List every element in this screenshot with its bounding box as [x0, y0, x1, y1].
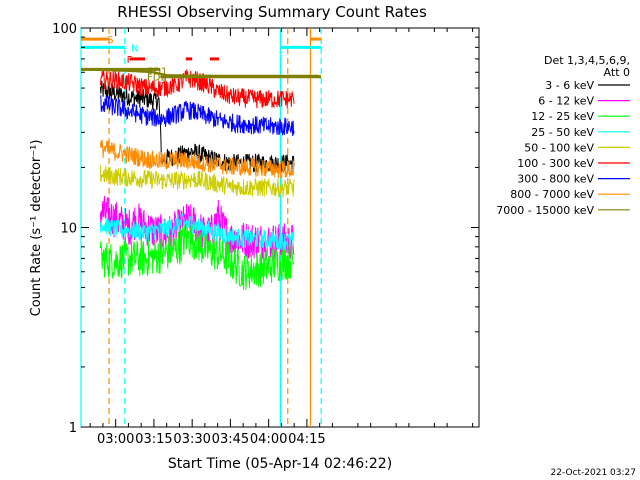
legend-label-12-25-kev: 12 - 25 keV	[531, 110, 594, 123]
legend-label-25-50-kev: 25 - 50 keV	[531, 126, 594, 139]
legend-header-1: Att 0	[604, 66, 630, 79]
legend-label-6-12-kev: 6 - 12 keV	[538, 95, 594, 108]
legend-label-300-800-kev: 300 - 800 keV	[517, 173, 594, 186]
series-100-300-kev	[99, 69, 295, 109]
chart-title: RHESSI Observing Summary Count Rates	[117, 3, 427, 21]
x-axis-label: Start Time (05-Apr-14 02:46:22)	[168, 456, 392, 472]
legend-label-50-100-kev: 50 - 100 keV	[524, 141, 594, 154]
legend-label-100-300-kev: 100 - 300 keV	[517, 157, 594, 170]
bar-label-fd2: FD2	[147, 73, 167, 84]
footer-date: 22-Oct-2021 03:27	[551, 468, 636, 478]
legend: Det 1,3,4,5,6,9,Att 0 3 - 6 keV 6 - 12 keV…	[496, 54, 630, 217]
legend-label-800-7000-kev: 800 - 7000 keV	[510, 188, 594, 201]
y-tick-label-10: 10	[60, 222, 77, 237]
y-tick-label-1: 1	[69, 421, 77, 436]
series-group	[81, 68, 320, 290]
legend-label-7000-15000-kev: 7000 - 15000 keV	[496, 204, 594, 217]
x-tick-label-03-15: 03:15	[135, 432, 172, 447]
bar-label-s: S	[107, 35, 113, 46]
series-50-100-kev	[99, 165, 295, 199]
legend-header-0: Det 1,3,4,5,6,9,	[544, 54, 630, 67]
y-axis-label: Count Rate (s⁻¹ detector⁻¹)	[29, 140, 44, 317]
x-tick-label-04-00: 04:00	[250, 432, 287, 447]
series-300-800-kev	[100, 95, 295, 137]
series-800-7000-kev	[99, 139, 295, 180]
x-tick-label-04-15: 04:15	[288, 432, 325, 447]
y-tick-label-100: 100	[52, 22, 77, 37]
bar-label-fd1: FD1	[148, 66, 168, 77]
x-tick-label-03-45: 03:45	[212, 432, 249, 447]
bar-label-f: F	[127, 55, 133, 66]
x-tick-label-03-00: 03:00	[97, 432, 134, 447]
bar-label-n: N	[131, 43, 138, 54]
axis-ticks: 1 10 100 03:00 03:15 03:30 03:45 04:00 04:15	[52, 22, 479, 447]
series-25-50-kev	[99, 212, 295, 251]
x-tick-label-03-30: 03:30	[173, 432, 210, 447]
legend-label-3-6-kev: 3 - 6 keV	[545, 79, 594, 92]
